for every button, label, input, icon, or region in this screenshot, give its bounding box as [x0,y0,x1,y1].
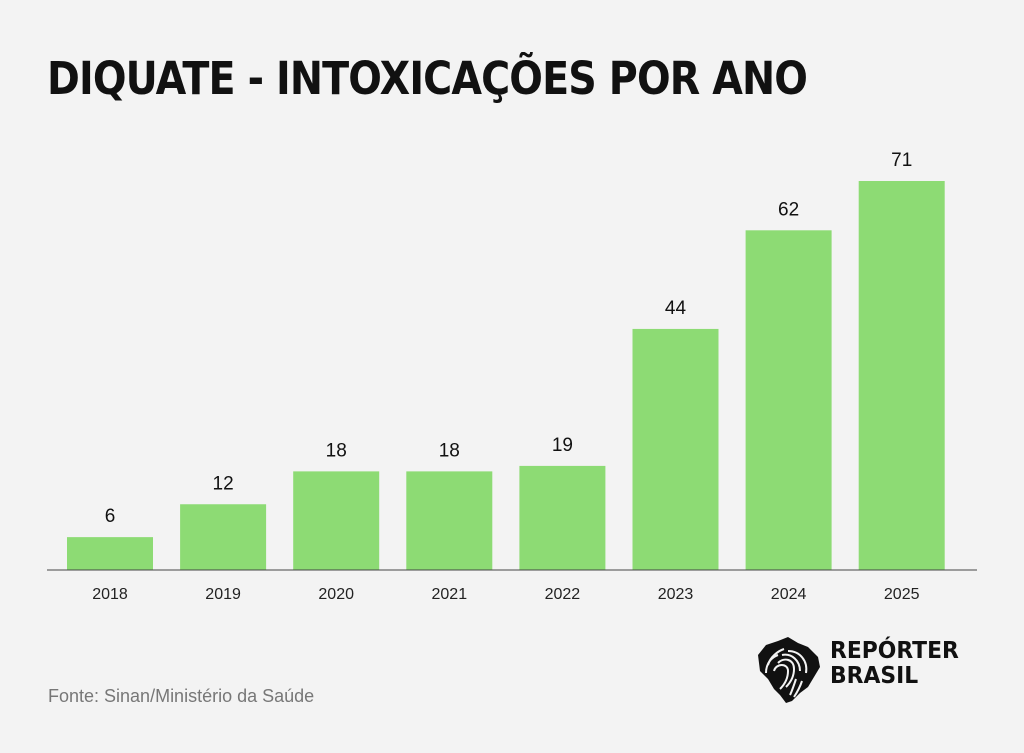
logo-line-2: BRASIL [830,663,919,689]
source-note: Fonte: Sinan/Ministério da Saúde [48,686,315,706]
bar-2018 [67,537,153,570]
x-tick-label: 2024 [771,586,807,603]
x-tick-label: 2019 [205,586,241,603]
bar-value-label: 18 [326,440,347,461]
bar-2020 [293,471,380,570]
brazil-fingerprint-icon [758,637,820,703]
bar-value-label: 19 [552,435,573,456]
bar-2021 [406,471,493,570]
bar-value-label: 44 [665,298,687,319]
bar-2023 [632,328,719,570]
bar-value-label: 18 [439,440,460,461]
bar-value-label: 6 [105,506,116,527]
x-tick-label: 2021 [432,586,468,603]
bar-value-label: 62 [778,199,799,220]
x-tick-label: 2022 [545,586,581,603]
bars-group: 6 2018 12 2019 18 2020 18 2021 19 2022 44 2023 62 202… [67,150,945,603]
bar-2019 [180,504,267,570]
x-tick-label: 2018 [92,586,128,603]
bar-2024 [745,230,832,570]
bar-2025 [858,181,945,570]
bar-value-label: 71 [891,150,912,171]
logo-wordmark: REPÓRTER BRASIL [830,639,959,689]
chart-title: DIQUATE - INTOXICAÇÕES POR ANO [47,52,808,105]
x-tick-label: 2020 [318,586,354,603]
reporter-brasil-logo: REPÓRTER BRASIL [752,633,982,705]
x-tick-label: 2025 [884,586,920,603]
bar-2022 [519,465,606,570]
bar-chart: 6 2018 12 2019 18 2020 18 2021 19 2022 44 2023 62 202… [47,150,977,603]
logo-line-1: REPÓRTER [830,638,959,664]
bar-value-label: 12 [213,473,234,494]
x-tick-label: 2023 [658,586,694,603]
